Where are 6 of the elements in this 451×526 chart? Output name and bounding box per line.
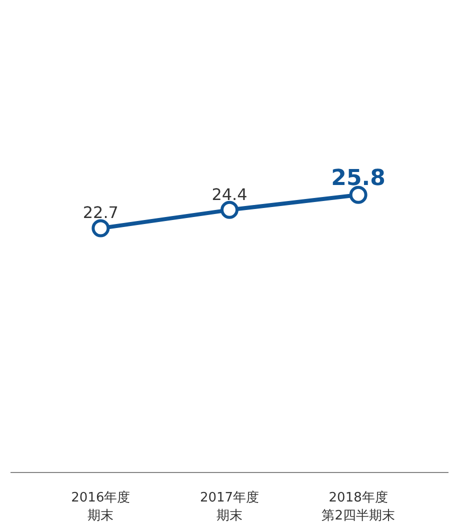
data-label: 24.4 [212,184,248,204]
x-tick-label: 2017年度期末 [200,490,260,524]
x-tick-label: 2018年度第2四半期末 [322,490,395,524]
x-tick-label: 2016年度期末 [71,490,130,524]
data-label: 22.7 [82,203,118,222]
data-label: 25.8 [331,166,386,191]
